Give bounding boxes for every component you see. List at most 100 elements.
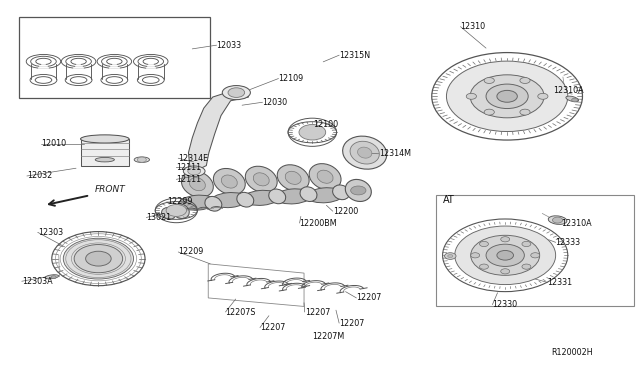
Text: 12100: 12100: [314, 120, 339, 129]
Circle shape: [138, 157, 147, 162]
Circle shape: [497, 90, 517, 102]
Text: 12310A: 12310A: [561, 219, 592, 228]
Ellipse shape: [350, 141, 380, 164]
Ellipse shape: [181, 171, 213, 197]
Circle shape: [520, 77, 530, 83]
Text: 12314M: 12314M: [379, 149, 411, 158]
Polygon shape: [188, 93, 248, 169]
Text: 12207: 12207: [260, 323, 285, 332]
Ellipse shape: [81, 135, 129, 143]
Circle shape: [486, 244, 524, 266]
Circle shape: [520, 109, 530, 115]
Ellipse shape: [358, 147, 372, 158]
Text: 12207: 12207: [305, 308, 330, 317]
Ellipse shape: [205, 196, 222, 211]
Text: 12030: 12030: [262, 98, 287, 107]
Ellipse shape: [300, 187, 317, 202]
Ellipse shape: [179, 195, 216, 210]
Text: 12010: 12010: [41, 139, 66, 148]
Text: 12330: 12330: [492, 300, 518, 309]
Ellipse shape: [221, 175, 237, 188]
Ellipse shape: [172, 204, 189, 218]
Circle shape: [470, 253, 479, 258]
Circle shape: [497, 250, 513, 260]
Circle shape: [479, 241, 488, 247]
Circle shape: [522, 241, 531, 247]
Text: 12310A: 12310A: [553, 86, 584, 95]
Ellipse shape: [333, 185, 349, 200]
Ellipse shape: [277, 165, 309, 191]
Ellipse shape: [548, 216, 567, 224]
Circle shape: [51, 276, 56, 279]
Circle shape: [467, 93, 476, 99]
Text: R120002H: R120002H: [551, 348, 593, 357]
Text: 12200BM: 12200BM: [300, 219, 337, 228]
Polygon shape: [81, 139, 129, 166]
Ellipse shape: [253, 173, 269, 186]
Text: 12207S: 12207S: [225, 308, 256, 317]
Text: 12315N: 12315N: [339, 51, 371, 60]
Ellipse shape: [285, 171, 301, 185]
Text: 12331: 12331: [547, 278, 572, 287]
Ellipse shape: [222, 86, 250, 100]
Text: 12111: 12111: [176, 163, 202, 172]
Text: 12033: 12033: [216, 41, 242, 50]
Text: 13021: 13021: [147, 213, 172, 222]
Circle shape: [522, 264, 531, 269]
Ellipse shape: [237, 192, 253, 207]
Circle shape: [470, 235, 540, 275]
Text: AT: AT: [444, 195, 455, 205]
Circle shape: [74, 244, 123, 273]
Ellipse shape: [211, 193, 248, 208]
Text: 12303A: 12303A: [22, 277, 52, 286]
Circle shape: [484, 77, 494, 83]
Ellipse shape: [275, 189, 312, 204]
Text: 12310: 12310: [461, 22, 486, 31]
Text: 12207M: 12207M: [312, 331, 344, 341]
Text: 12207: 12207: [339, 319, 365, 328]
Circle shape: [552, 217, 563, 223]
Text: 12314E: 12314E: [178, 154, 209, 163]
Circle shape: [484, 109, 494, 115]
Circle shape: [470, 75, 544, 118]
Text: 12032: 12032: [27, 171, 52, 180]
Ellipse shape: [342, 136, 387, 169]
Circle shape: [447, 61, 568, 132]
Circle shape: [572, 98, 578, 102]
Ellipse shape: [95, 157, 115, 162]
Ellipse shape: [243, 190, 280, 205]
Circle shape: [228, 88, 244, 97]
Text: 12303: 12303: [38, 228, 63, 237]
Circle shape: [86, 251, 111, 266]
Ellipse shape: [161, 208, 176, 219]
Ellipse shape: [245, 166, 277, 192]
Ellipse shape: [566, 96, 579, 102]
Circle shape: [166, 205, 186, 217]
Circle shape: [63, 238, 134, 279]
Circle shape: [531, 253, 540, 258]
Text: 12200: 12200: [333, 207, 358, 216]
Ellipse shape: [45, 275, 59, 279]
Circle shape: [455, 226, 556, 285]
Ellipse shape: [213, 169, 245, 195]
Circle shape: [479, 264, 488, 269]
Text: 12299: 12299: [167, 198, 192, 206]
Text: 12333: 12333: [556, 238, 580, 247]
Text: 12207: 12207: [356, 294, 382, 302]
Text: 12109: 12109: [278, 74, 304, 83]
Circle shape: [188, 167, 200, 175]
Ellipse shape: [134, 157, 150, 163]
Circle shape: [500, 269, 509, 274]
Ellipse shape: [189, 177, 205, 191]
FancyBboxPatch shape: [436, 195, 634, 307]
Ellipse shape: [317, 170, 333, 183]
Text: 12209: 12209: [178, 247, 204, 256]
Circle shape: [538, 93, 548, 99]
Ellipse shape: [307, 188, 344, 203]
Ellipse shape: [346, 179, 371, 202]
Circle shape: [500, 237, 509, 242]
Text: 12111: 12111: [176, 175, 202, 184]
Ellipse shape: [183, 166, 205, 176]
Ellipse shape: [269, 189, 285, 204]
Circle shape: [448, 254, 453, 257]
